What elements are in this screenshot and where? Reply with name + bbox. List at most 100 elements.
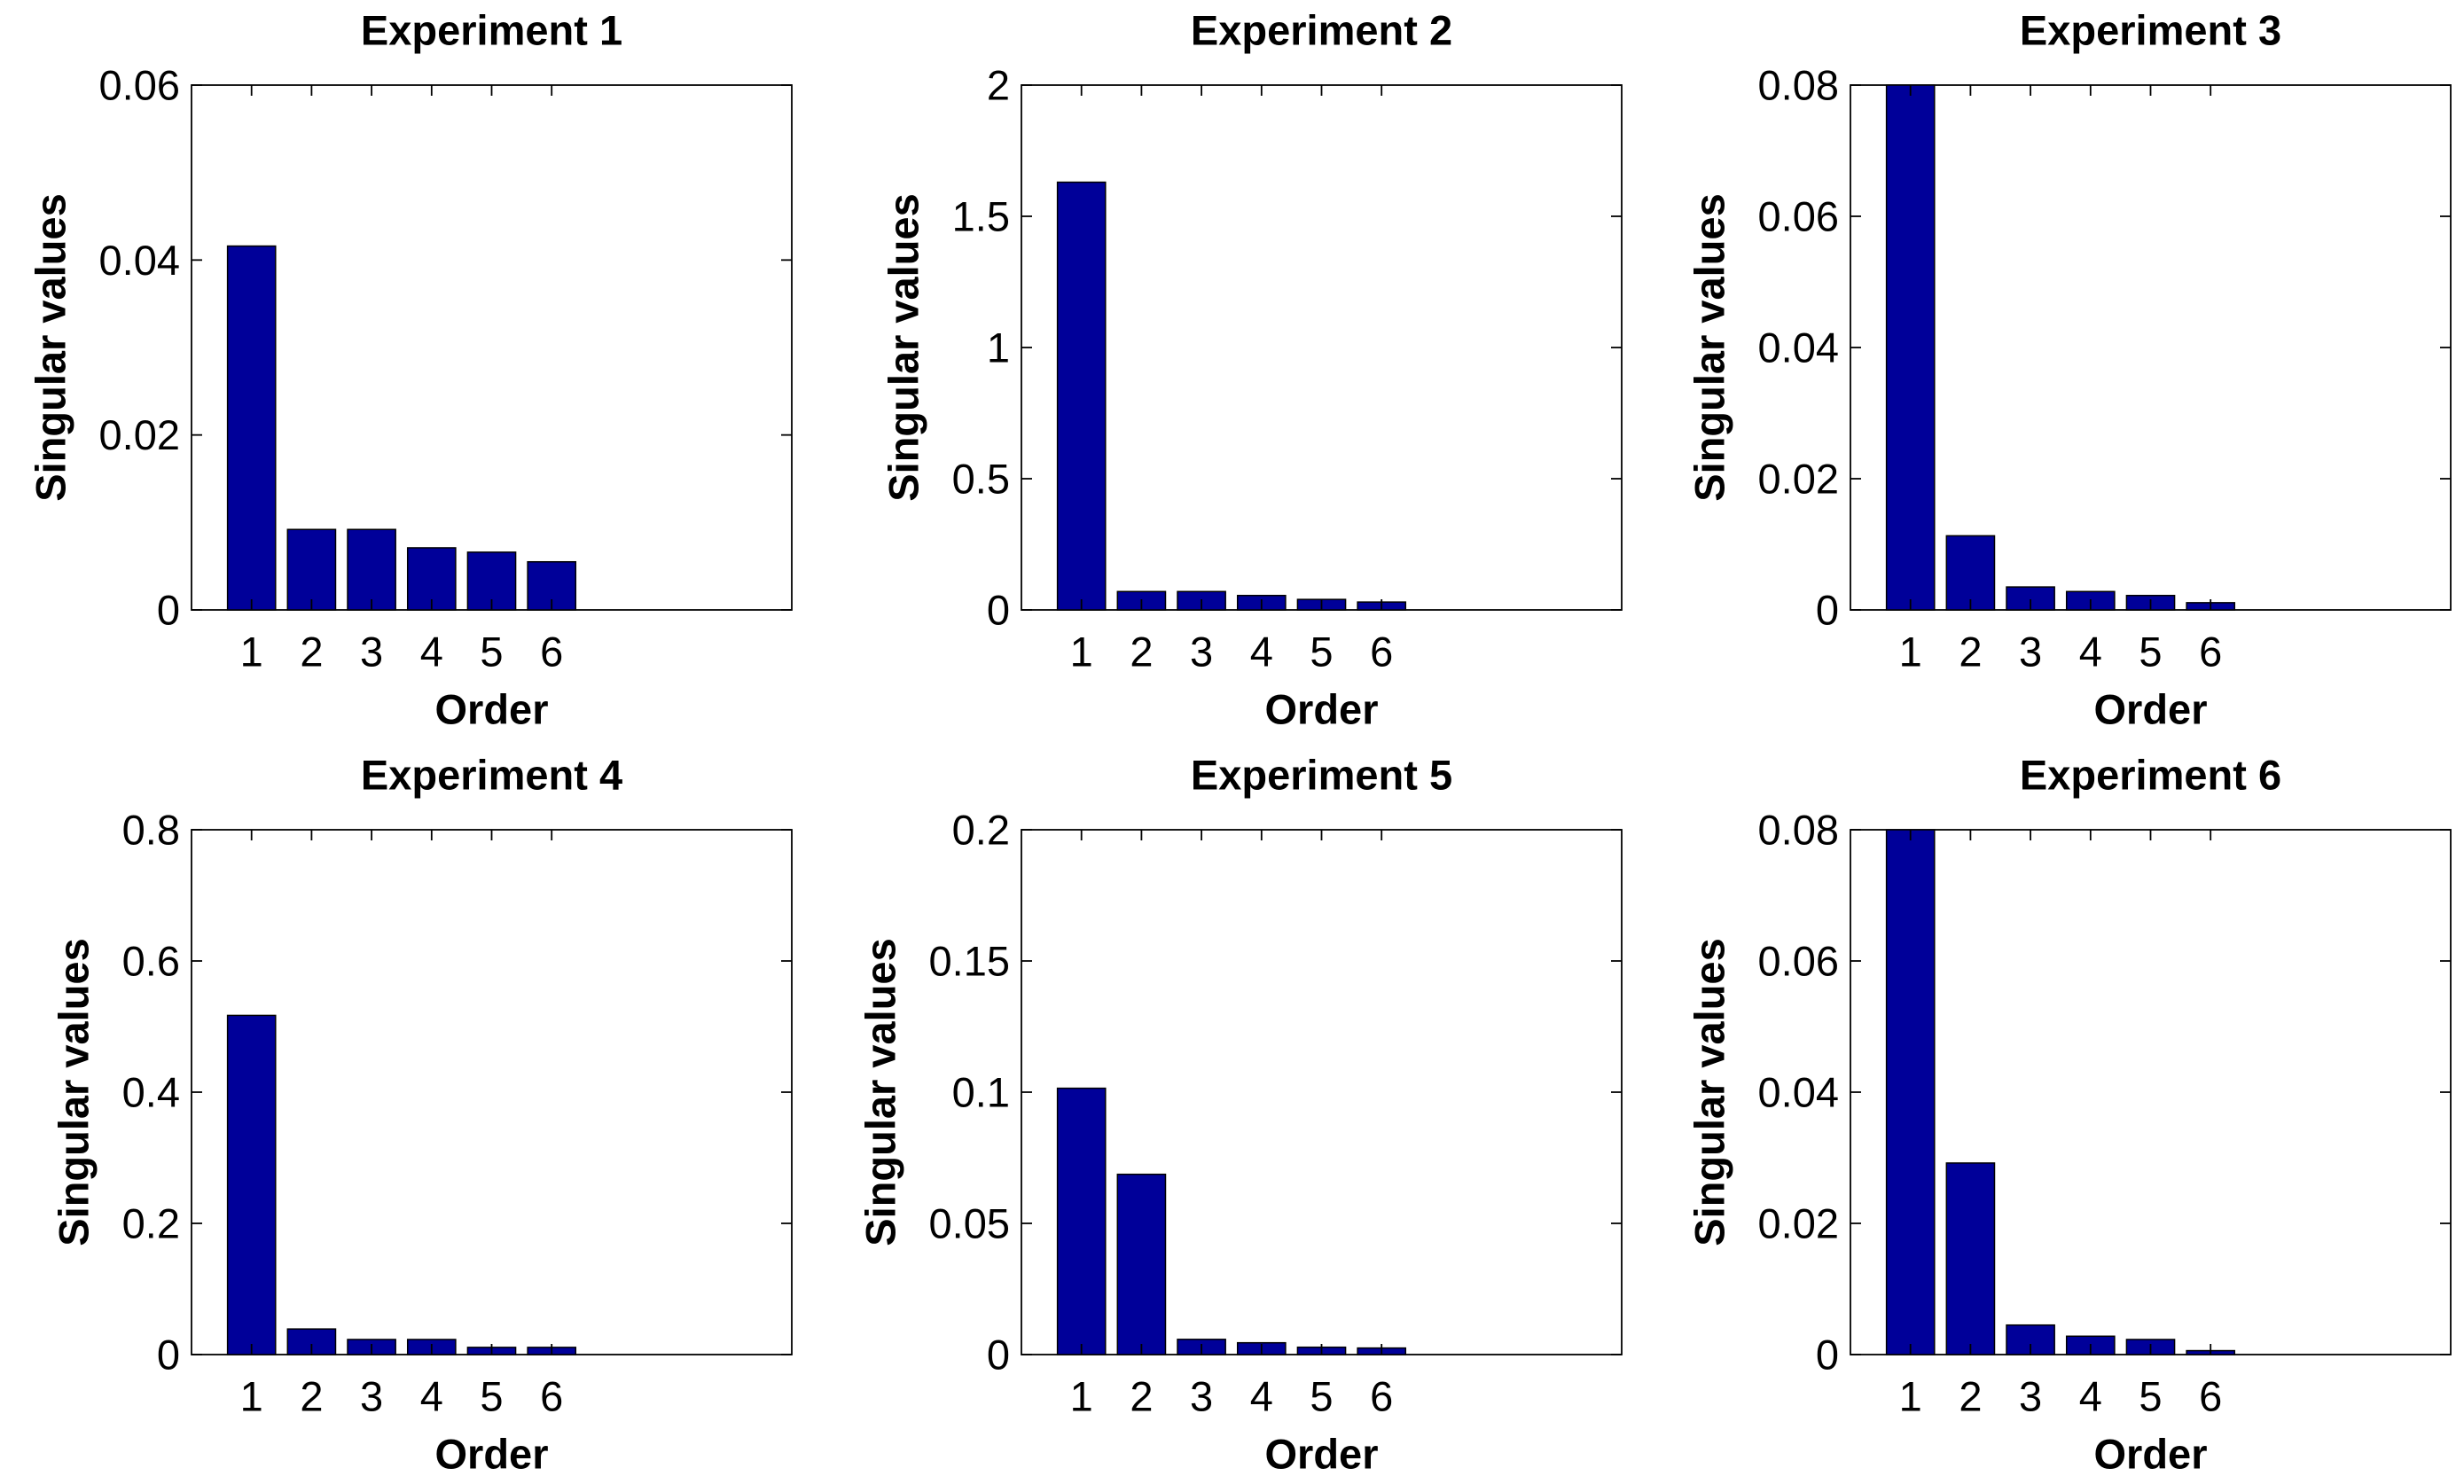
exp6-xtick-label-2: 2: [1959, 1373, 1982, 1420]
exp4-ytick-label-1: 0.2: [122, 1200, 180, 1247]
exp6-ytick-label-4: 0.08: [1758, 807, 1839, 854]
exp3-title: Experiment 3: [2020, 7, 2281, 54]
exp1-axes-box: [191, 84, 793, 611]
exp5-bar-2: [1116, 1173, 1167, 1355]
exp3-ytick-label-2: 0.04: [1758, 324, 1839, 371]
exp5-xtick-label-2: 2: [1130, 1373, 1153, 1420]
exp4-bar-1: [226, 1014, 277, 1355]
exp2-ytick-label-4: 2: [987, 62, 1010, 109]
exp2-title: Experiment 2: [1191, 7, 1452, 54]
exp6-ytick-label-1: 0.02: [1758, 1200, 1839, 1247]
exp5-xtick-label-3: 3: [1190, 1373, 1213, 1420]
exp3-bar-2: [1945, 535, 1996, 611]
exp2-ytick-label-0: 0: [987, 587, 1010, 634]
exp5-title: Experiment 5: [1191, 752, 1452, 799]
exp5-ytick-label-4: 0.2: [952, 807, 1010, 854]
exp1-bar-3: [347, 528, 396, 611]
exp5-xtick-label-1: 1: [1070, 1373, 1093, 1420]
exp6-ytick-label-3: 0.06: [1758, 938, 1839, 985]
exp1-xlabel: Order: [435, 686, 549, 733]
exp6-xtick-label-6: 6: [2199, 1373, 2222, 1420]
exp1-bar-2: [286, 528, 337, 611]
exp3-xtick-label-2: 2: [1959, 629, 1982, 676]
exp4-ytick-label-0: 0: [157, 1332, 180, 1379]
exp5-xlabel: Order: [1265, 1431, 1379, 1478]
exp2-ytick-label-3: 1.5: [952, 193, 1010, 240]
exp5-axes-box: [1021, 829, 1623, 1355]
exp2-bar-1: [1056, 181, 1107, 611]
exp3-xtick-label-3: 3: [2019, 629, 2042, 676]
chart-panel-exp4: 0 0.2 0.4 0.6 0.8 1 2 3 4 5 6 Experiment 4 Order Sing…: [51, 752, 793, 1478]
exp6-xtick-label-3: 3: [2019, 1373, 2042, 1420]
exp4-xtick-label-2: 2: [300, 1373, 323, 1420]
chart-panel-exp3: 0 0.02 0.04 0.06 0.08 1 2 3 4 5 6 Experiment 3 Order…: [1686, 7, 2452, 733]
exp1-ytick-label-1: 0.02: [99, 411, 180, 458]
chart-panel-exp5: 0 0.05 0.1 0.15 0.2 1 2 3 4 5 6 Experiment 5 Order Si…: [857, 752, 1623, 1478]
exp3-bar-1: [1885, 84, 1936, 611]
exp4-xtick-label-5: 5: [480, 1373, 503, 1420]
exp4-xtick-label-6: 6: [540, 1373, 563, 1420]
exp6-xtick-label-1: 1: [1899, 1373, 1922, 1420]
exp6-bar-1: [1885, 829, 1936, 1355]
exp6-title: Experiment 6: [2020, 752, 2281, 799]
exp3-ytick-label-4: 0.08: [1758, 62, 1839, 109]
exp3-ytick-label-1: 0.02: [1758, 456, 1839, 503]
exp2-xtick-label-6: 6: [1370, 629, 1393, 676]
exp2-xlabel: Order: [1265, 686, 1379, 733]
exp5-ytick-label-3: 0.15: [929, 938, 1010, 985]
exp4-ytick-label-4: 0.8: [122, 807, 180, 854]
exp5-ytick-label-0: 0: [987, 1332, 1010, 1379]
exp2-xtick-label-5: 5: [1310, 629, 1333, 676]
exp6-ytick-label-0: 0: [1816, 1332, 1839, 1379]
exp3-xlabel: Order: [2094, 686, 2208, 733]
exp5-ytick-label-2: 0.1: [952, 1069, 1010, 1116]
exp4-ylabel: Singular values: [51, 938, 98, 1246]
exp2-axes-box: [1021, 84, 1623, 611]
exp4-xtick-label-4: 4: [420, 1373, 443, 1420]
exp3-axes-box: [1850, 84, 2452, 611]
exp2-ylabel: Singular values: [880, 193, 927, 501]
exp6-bar-2: [1945, 1162, 1996, 1355]
exp6-xlabel: Order: [2094, 1431, 2208, 1478]
exp1-ytick-label-2: 0.04: [99, 237, 180, 284]
exp1-xtick-label-1: 1: [240, 629, 263, 676]
exp4-ytick-label-3: 0.6: [122, 938, 180, 985]
exp1-ytick-label-0: 0: [157, 587, 180, 634]
exp5-ytick-label-1: 0.05: [929, 1200, 1010, 1247]
exp1-xtick-label-3: 3: [360, 629, 383, 676]
exp3-ytick-label-3: 0.06: [1758, 193, 1839, 240]
exp4-ytick-label-2: 0.4: [122, 1069, 180, 1116]
exp5-xtick-label-5: 5: [1310, 1373, 1333, 1420]
exp5-xtick-label-6: 6: [1370, 1373, 1393, 1420]
exp3-ylabel: Singular values: [1686, 193, 1733, 501]
exp4-axes-box: [191, 829, 793, 1355]
exp2-xtick-label-1: 1: [1070, 629, 1093, 676]
exp3-ytick-label-0: 0: [1816, 587, 1839, 634]
exp2-xtick-label-3: 3: [1190, 629, 1213, 676]
exp4-xtick-label-1: 1: [240, 1373, 263, 1420]
exp6-xtick-label-5: 5: [2139, 1373, 2162, 1420]
exp5-ylabel: Singular values: [857, 938, 904, 1246]
exp5-bar-1: [1056, 1087, 1107, 1355]
exp2-xtick-label-4: 4: [1250, 629, 1273, 676]
exp6-ytick-label-2: 0.04: [1758, 1069, 1839, 1116]
exp3-xtick-label-4: 4: [2079, 629, 2102, 676]
exp1-xtick-label-2: 2: [300, 629, 323, 676]
chart-panel-exp6: 0 0.02 0.04 0.06 0.08 1 2 3 4 5 6 Experiment 6 Order…: [1686, 752, 2452, 1478]
exp6-ylabel: Singular values: [1686, 938, 1733, 1246]
exp1-xtick-label-4: 4: [420, 629, 443, 676]
exp1-bar-1: [226, 245, 277, 611]
exp1-ytick-label-3: 0.06: [99, 62, 180, 109]
exp4-title: Experiment 4: [361, 752, 622, 799]
exp6-axes-box: [1850, 829, 2452, 1355]
exp1-xtick-label-5: 5: [480, 629, 503, 676]
exp3-xtick-label-5: 5: [2139, 629, 2162, 676]
chart-panel-exp1: 0 0.02 0.04 0.06 1 2 3 4 5 6 Experiment 1 Order Sing…: [27, 7, 793, 733]
exp2-ytick-label-2: 1: [987, 324, 1010, 371]
exp4-xtick-label-3: 3: [360, 1373, 383, 1420]
exp6-xtick-label-4: 4: [2079, 1373, 2102, 1420]
exp4-xlabel: Order: [435, 1431, 549, 1478]
exp5-xtick-label-4: 4: [1250, 1373, 1273, 1420]
